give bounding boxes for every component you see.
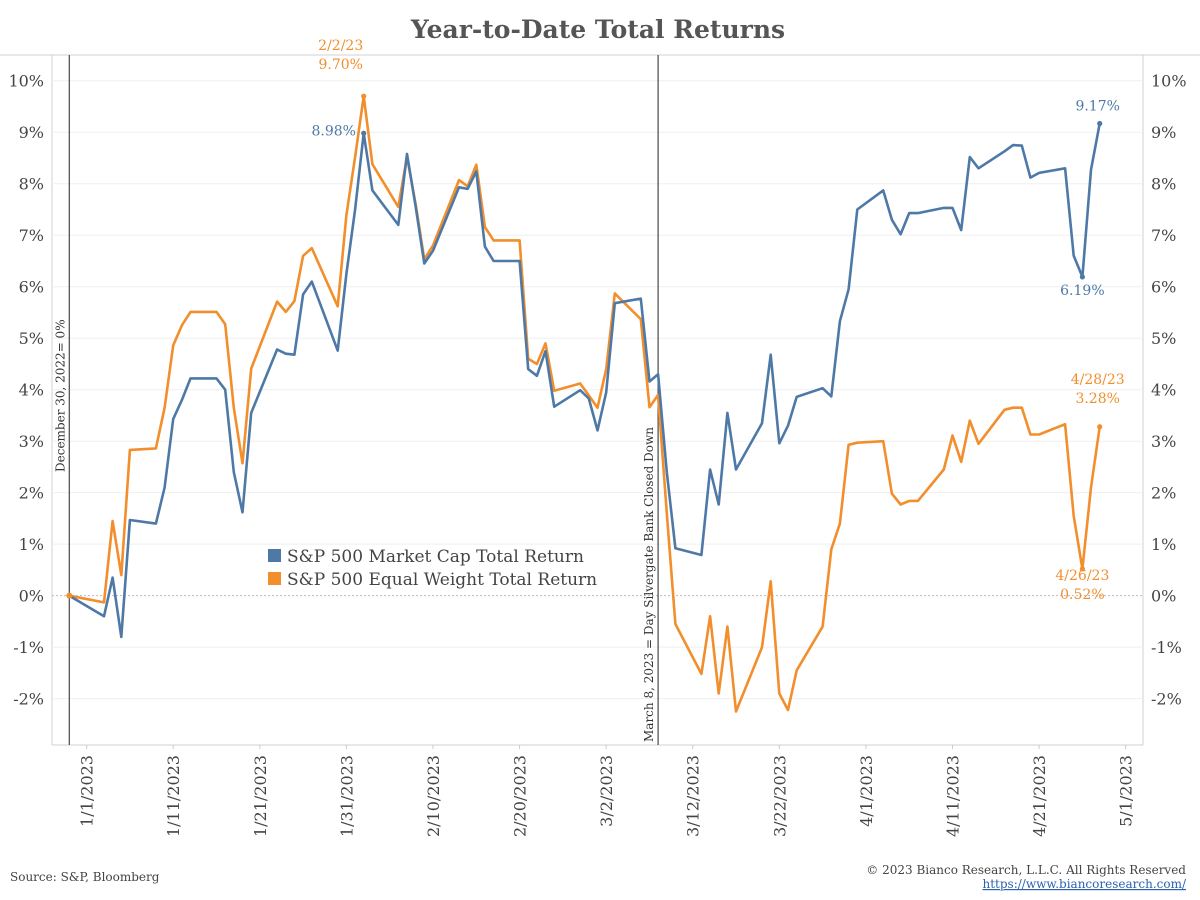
legend-label-market-cap: S&P 500 Market Cap Total Return: [287, 547, 584, 567]
y-tick-label-right: 1%: [1151, 535, 1176, 554]
copyright-note: © 2023 Bianco Research, L.L.C. All Right…: [866, 863, 1186, 877]
x-tick-label: 1/1/2023: [78, 755, 97, 827]
y-tick-label-right: 4%: [1151, 381, 1176, 400]
website-link[interactable]: https://www.biancoresearch.com/: [982, 877, 1186, 891]
y-tick-label-left: -1%: [13, 638, 44, 657]
x-tick-label: 4/21/2023: [1030, 755, 1049, 837]
x-tick-label: 4/11/2023: [944, 755, 963, 837]
x-tick-label: 3/2/2023: [597, 755, 616, 827]
y-tick-label-left: 10%: [8, 72, 44, 91]
x-tick-label: 5/1/2023: [1117, 755, 1136, 827]
annotation-date-label: 2/2/23: [318, 38, 363, 54]
y-tick-label-left: 4%: [19, 381, 44, 400]
annotation-value-label: 9.70%: [318, 57, 362, 73]
y-tick-label-right: 5%: [1151, 329, 1176, 348]
x-tick-label: 1/21/2023: [251, 755, 270, 837]
annotation-marker: [1097, 424, 1103, 430]
annotations: 2/2/23 9.70% 8.98% 9.17% 6.19% 4/28/23 3.28% 4/…: [311, 38, 1124, 603]
y-tick-label-right: 3%: [1151, 432, 1176, 451]
y-tick-label-left: 1%: [19, 535, 44, 554]
annotation-marker: [1079, 566, 1085, 572]
annotation-date-label: 4/28/23: [1071, 372, 1125, 388]
y-tick-label-left: 0%: [19, 587, 44, 606]
annotation-value-label: 6.19%: [1060, 283, 1104, 299]
y-tick-label-right: -1%: [1151, 638, 1182, 657]
y-tick-label-left: -2%: [13, 690, 44, 709]
annotation-value-label: 8.98%: [311, 123, 355, 139]
x-tick-label: 4/1/2023: [857, 755, 876, 827]
event-lines: December 30, 2022= 0% March 8, 2023 = Day…: [53, 55, 659, 745]
y-tick-label-right: 10%: [1151, 72, 1187, 91]
annotation-value-label: 0.52%: [1060, 587, 1104, 603]
y-tick-label-left: 6%: [19, 278, 44, 297]
chart-title: Year-to-Date Total Returns: [410, 15, 785, 44]
y-tick-label-right: 6%: [1151, 278, 1176, 297]
y-tick-label-right: 9%: [1151, 123, 1176, 142]
x-tick-label: 1/11/2023: [164, 755, 183, 837]
legend-swatch-equal-weight: [268, 572, 281, 585]
legend: S&P 500 Market Cap Total Return S&P 500 …: [268, 547, 597, 590]
y-tick-label-right: 8%: [1151, 175, 1176, 194]
x-tick-label: 2/10/2023: [424, 755, 443, 837]
y-tick-label-left: 7%: [19, 226, 44, 245]
legend-label-equal-weight: S&P 500 Equal Weight Total Return: [287, 570, 597, 590]
annotation-value-label: 3.28%: [1075, 391, 1119, 407]
source-note: Source: S&P, Bloomberg: [10, 870, 160, 884]
event-line-label: March 8, 2023 = Day Silvergate Bank Clos…: [642, 427, 656, 742]
annotation-value-label: 9.17%: [1075, 98, 1119, 114]
annotation-marker: [361, 93, 367, 99]
legend-swatch-market-cap: [268, 549, 281, 562]
axis-ticks: -2% -2% -1% -1% 0% 0% 1% 1% 2% 2% 3% 3% 4% 4% 5% 5% 6% 6%…: [8, 72, 1186, 837]
start-point-marker: [66, 592, 73, 599]
grid: [0, 54, 1200, 749]
annotation-marker: [1097, 120, 1103, 127]
y-tick-label-right: 2%: [1151, 484, 1176, 503]
y-tick-label-left: 3%: [19, 432, 44, 451]
x-tick-label: 3/22/2023: [770, 755, 789, 837]
y-tick-label-right: -2%: [1151, 690, 1182, 709]
y-tick-label-left: 5%: [19, 329, 44, 348]
series-line-equal-weight: [68, 94, 1101, 713]
event-line-label: December 30, 2022= 0%: [53, 319, 67, 472]
series-lines: [66, 94, 1101, 713]
y-tick-label-left: 8%: [19, 175, 44, 194]
annotation-marker: [1079, 274, 1085, 280]
x-tick-label: 1/31/2023: [337, 755, 356, 837]
y-tick-label-left: 9%: [19, 123, 44, 142]
y-tick-label-right: 7%: [1151, 226, 1176, 245]
y-tick-label-right: 0%: [1151, 587, 1176, 606]
x-tick-label: 2/20/2023: [511, 755, 530, 837]
x-tick-label: 3/12/2023: [684, 755, 703, 837]
y-tick-label-left: 2%: [19, 484, 44, 503]
series-line-market-cap: [68, 122, 1101, 639]
annotation-marker: [361, 130, 367, 136]
annotation-date-label: 4/26/23: [1055, 568, 1109, 584]
